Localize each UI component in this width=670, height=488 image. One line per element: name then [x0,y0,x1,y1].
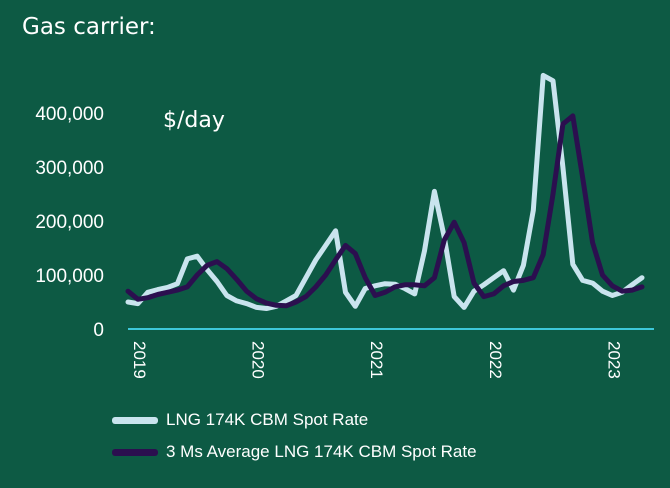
unit-label: $/day [163,108,225,133]
x-tick-label: 2020 [249,341,268,379]
legend: LNG 174K CBM Spot Rate 3 Ms Average LNG … [112,404,477,468]
legend-swatch-avg [112,448,158,456]
y-tick-label: 300,000 [35,158,104,179]
legend-item-avg: 3 Ms Average LNG 174K CBM Spot Rate [112,436,477,468]
y-tick-label: 0 [93,320,104,341]
x-axis: 2019 2020 2021 2022 2023 [130,341,623,379]
x-tick-label: 2022 [486,341,505,379]
legend-item-spot: LNG 174K CBM Spot Rate [112,404,477,436]
x-tick-label: 2019 [130,341,149,379]
y-tick-label: 200,000 [35,212,104,233]
legend-label-spot: LNG 174K CBM Spot Rate [166,410,369,429]
x-tick-label: 2021 [367,341,386,379]
y-axis: 0 100,000 200,000 300,000 400,000 [35,104,104,341]
x-tick-label: 2023 [604,341,623,379]
y-tick-label: 100,000 [35,266,104,287]
legend-label-avg: 3 Ms Average LNG 174K CBM Spot Rate [166,442,477,461]
legend-swatch-spot [112,416,158,424]
series-line-3ms-average [125,113,645,309]
page-title: Gas carrier: [22,14,156,40]
y-tick-label: 400,000 [35,104,104,125]
series-line-spot-rate [125,72,645,311]
series-layer [125,72,645,311]
